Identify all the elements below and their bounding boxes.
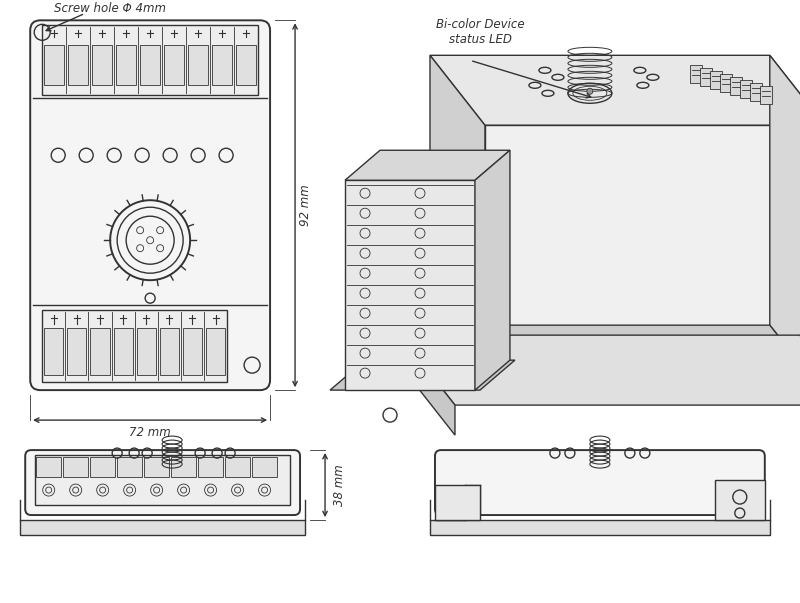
Polygon shape (485, 125, 800, 395)
Bar (435, 485, 480, 520)
Polygon shape (430, 55, 800, 125)
Bar (44, 45, 64, 85)
Bar (198, 457, 223, 477)
Bar (67, 328, 86, 375)
Bar (90, 457, 115, 477)
Polygon shape (400, 335, 800, 405)
Bar (740, 80, 752, 98)
Polygon shape (430, 325, 800, 395)
Bar (715, 480, 765, 520)
Bar (252, 457, 277, 477)
Bar (137, 328, 156, 375)
Bar (114, 328, 133, 375)
Polygon shape (345, 180, 475, 390)
Bar (171, 457, 196, 477)
Bar (63, 457, 88, 477)
Bar (44, 328, 63, 375)
FancyBboxPatch shape (30, 21, 270, 390)
Bar (206, 328, 225, 375)
Text: 38 mm: 38 mm (333, 464, 346, 506)
Text: Screw hole Φ 4mm: Screw hole Φ 4mm (54, 2, 166, 15)
Bar (35, 455, 290, 505)
Bar (188, 45, 208, 85)
Text: 92 mm: 92 mm (298, 185, 311, 226)
Bar (720, 74, 732, 92)
Bar (36, 457, 61, 477)
Bar (164, 45, 184, 85)
Polygon shape (430, 55, 485, 395)
FancyBboxPatch shape (26, 450, 300, 515)
Bar (160, 328, 179, 375)
Bar (730, 77, 742, 95)
Circle shape (587, 88, 593, 94)
Bar (225, 457, 250, 477)
Polygon shape (400, 335, 455, 435)
Bar (710, 71, 722, 89)
Polygon shape (475, 150, 510, 390)
Bar (68, 45, 88, 85)
Text: 72 mm: 72 mm (130, 426, 171, 438)
Polygon shape (20, 520, 305, 535)
Polygon shape (770, 55, 800, 395)
Polygon shape (330, 360, 515, 390)
FancyBboxPatch shape (435, 450, 765, 515)
Bar (116, 45, 136, 85)
Bar (42, 25, 258, 95)
Bar (236, 45, 256, 85)
Bar (690, 65, 702, 83)
Bar (750, 83, 762, 101)
Text: Bi-color Device
status LED: Bi-color Device status LED (436, 18, 524, 46)
Bar (90, 328, 110, 375)
Bar (212, 45, 232, 85)
Bar (183, 328, 202, 375)
Bar (760, 86, 772, 104)
Polygon shape (345, 150, 510, 180)
Bar (92, 45, 112, 85)
Bar (42, 310, 227, 382)
Bar (117, 457, 142, 477)
Bar (700, 68, 712, 86)
Bar (144, 457, 169, 477)
Bar (140, 45, 160, 85)
Polygon shape (430, 520, 770, 535)
